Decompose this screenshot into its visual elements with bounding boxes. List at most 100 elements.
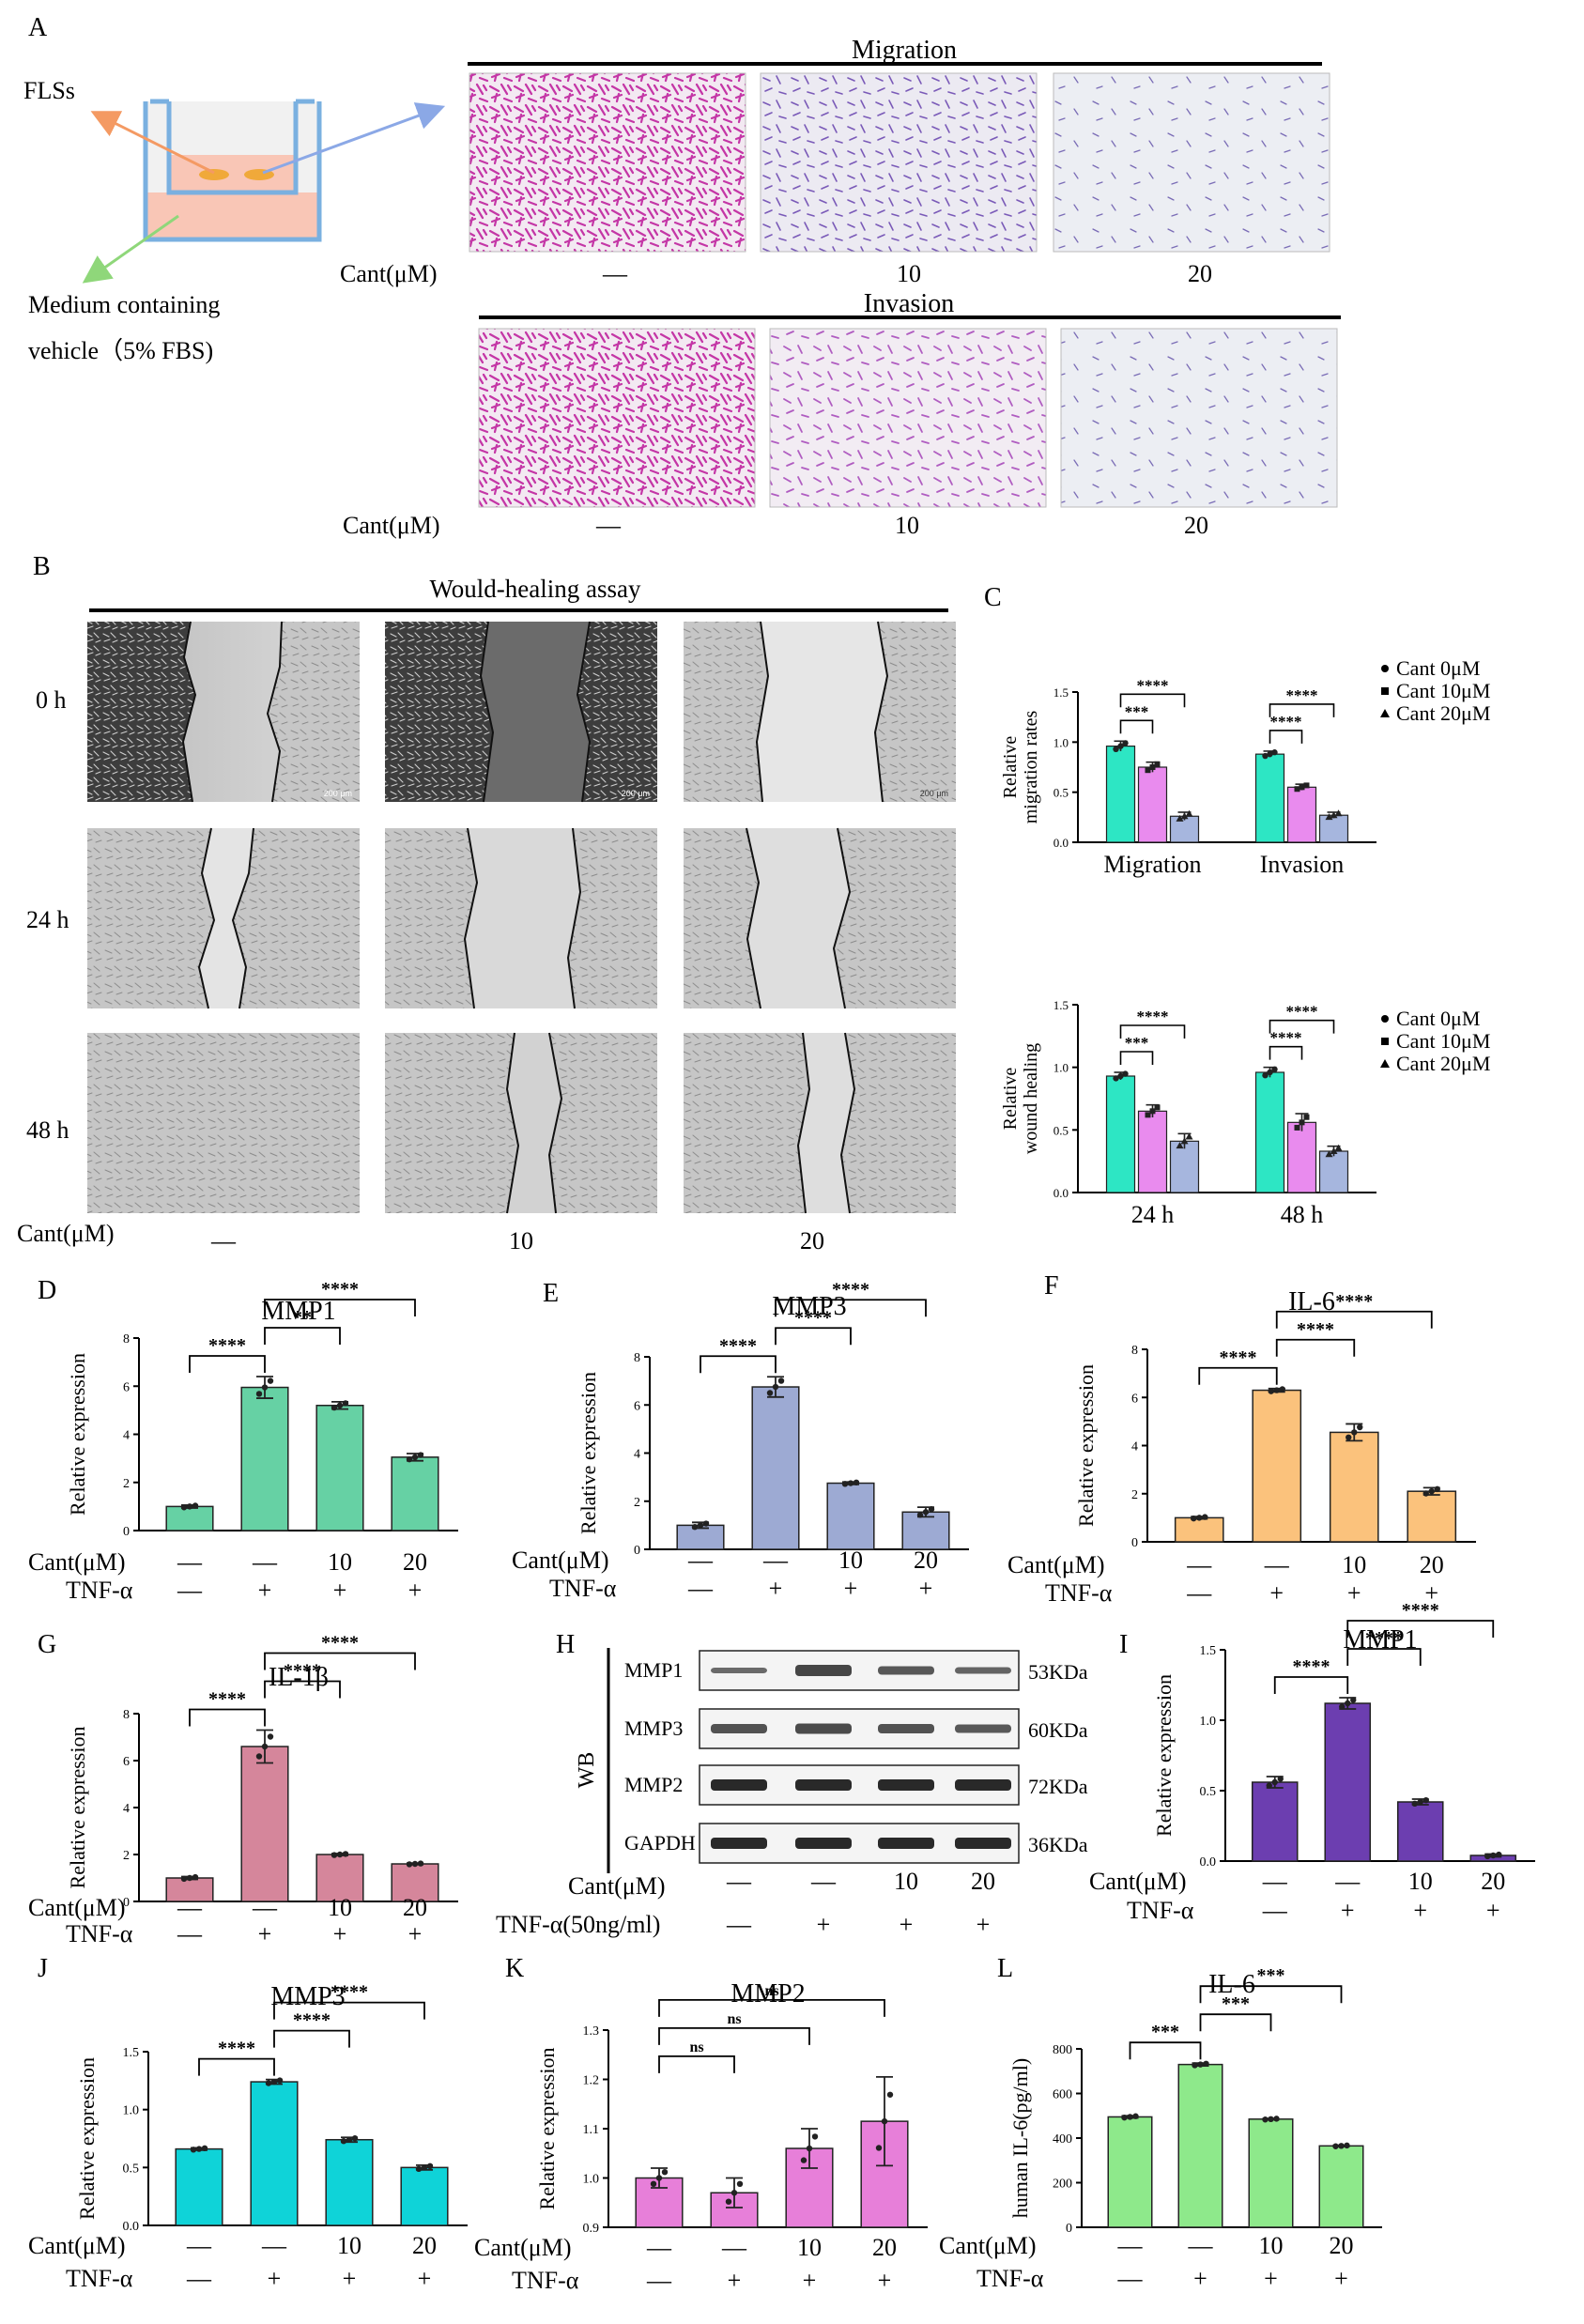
data-point	[1338, 2143, 1345, 2149]
panel-a: A FLSs Medium containing vehicle（5% FBS)…	[23, 13, 1341, 539]
band-size-label: 60KDa	[1028, 1718, 1088, 1742]
tnf-value: —	[1262, 1897, 1288, 1924]
bar	[1329, 1431, 1379, 1543]
data-point	[811, 2133, 819, 2140]
bar	[250, 2081, 299, 2226]
y-tick-label: 2	[123, 1849, 130, 1863]
significance-label: ****	[1293, 1656, 1330, 1677]
chart-k: K MMP2 Relative expression 0.9 1.0 1.1 1.2 1.3 n…	[474, 1954, 928, 2294]
data-point	[261, 1743, 269, 1750]
panel-letter-f: F	[1044, 1271, 1059, 1301]
data-point	[1277, 1776, 1284, 1782]
data-point	[1428, 1487, 1435, 1495]
cant-value: —	[1117, 2232, 1144, 2259]
fls-cell	[199, 169, 229, 180]
chart-title: MMP3	[270, 1982, 345, 2011]
data-point	[1197, 2061, 1204, 2068]
significance-bracket	[1269, 1045, 1303, 1060]
y-tick-label: 0.5	[1200, 1785, 1217, 1799]
significance-label: ns	[764, 1983, 778, 1999]
cant-label: Cant(μM)	[512, 1547, 608, 1574]
data-point	[346, 2136, 353, 2143]
wound-healing-title: Would-healing assay	[429, 575, 641, 603]
bar	[1318, 1150, 1349, 1193]
micrograph-invasion-10	[769, 328, 1047, 508]
data-point	[1339, 1703, 1346, 1710]
y-tick-label: 0.5	[1053, 1123, 1069, 1137]
bar	[1252, 1389, 1302, 1543]
data-point	[421, 2164, 428, 2171]
invasion-title: Invasion	[864, 289, 954, 318]
blot-strips: MMP1 53KDa MMP3 60KDa MMP2 72KDa GAPDH 36KDa — — —…	[624, 1650, 1088, 1938]
data-point	[1294, 786, 1300, 793]
band-size-label: 53KDa	[1028, 1660, 1088, 1684]
significance-bracket	[273, 2029, 350, 2048]
data-point	[1434, 1485, 1440, 1493]
data-point	[1484, 1853, 1491, 1860]
significance-label: ****	[208, 1335, 246, 1356]
bar	[1396, 1801, 1444, 1862]
time-label-0h: 0 h	[36, 686, 67, 714]
chart-title: MMP1	[261, 1297, 335, 1326]
panel-letter-d: D	[38, 1276, 56, 1305]
data-point	[875, 2145, 883, 2151]
panel-b: B Would-healing assay 0 h 24 h 48 h 200 …	[17, 552, 956, 1254]
data-point	[841, 1481, 849, 1487]
tnf-value: +	[333, 1920, 347, 1947]
data-point	[1350, 1697, 1357, 1703]
data-point	[1279, 1386, 1285, 1393]
bar	[1107, 2116, 1153, 2228]
cant-value: —	[177, 1894, 203, 1921]
significance-label: ****	[832, 1279, 869, 1300]
data-point	[1122, 1070, 1129, 1077]
data-point	[1351, 1429, 1358, 1436]
data-point	[1185, 809, 1193, 817]
bar	[175, 2147, 223, 2226]
panel-letter-b: B	[33, 552, 51, 581]
data-point	[1113, 1075, 1119, 1082]
significance-bracket	[658, 2026, 810, 2045]
wb-tnf-value: —	[726, 1911, 752, 1938]
significance-label: ****	[321, 1279, 359, 1300]
cant-value: —	[252, 1894, 278, 1921]
y-tick-label: 8	[1131, 1344, 1138, 1358]
data-point	[1154, 1104, 1161, 1111]
bar	[826, 1482, 875, 1550]
significance-bracket	[1275, 1310, 1433, 1329]
tnf-label: TNF-α	[66, 2265, 133, 2292]
time-label-24h: 24 h	[26, 906, 69, 933]
cant-value: 20	[1330, 2232, 1354, 2259]
tnf-value: —	[1186, 1579, 1212, 1607]
data-point	[1411, 1800, 1418, 1808]
y-tick-label: 1.1	[583, 2123, 600, 2137]
y-tick-label: 0.9	[583, 2222, 600, 2236]
data-point	[1299, 1119, 1305, 1126]
legend-marker	[1380, 709, 1390, 717]
wb-tnf-value: +	[817, 1911, 831, 1938]
significance-bracket	[1273, 1676, 1349, 1694]
y-tick-label: 8	[123, 1332, 130, 1347]
data-point	[1268, 1388, 1274, 1394]
data-point	[1180, 1137, 1189, 1145]
data-point	[1202, 1514, 1208, 1520]
cant-value: —	[1186, 1551, 1212, 1578]
tnf-value: +	[268, 2265, 282, 2292]
y-tick-label: 2	[1131, 1488, 1138, 1502]
y-tick-label: 6	[1131, 1392, 1138, 1406]
significance-label: ****	[1297, 1319, 1334, 1340]
y-axis-label: Relative expression	[1074, 1364, 1098, 1527]
bar	[240, 1746, 289, 1902]
wound-image-0h-20: 200 μm	[684, 621, 956, 803]
significance-bracket	[264, 1327, 341, 1345]
data-point	[772, 1383, 779, 1391]
y-tick-label: 1.0	[123, 2104, 140, 2118]
y-tick-label: 2	[634, 1496, 640, 1510]
y-tick-label: 0.0	[1053, 836, 1069, 850]
data-point	[195, 2146, 203, 2152]
cant-value: —	[252, 1548, 278, 1576]
medium-label-line1: Medium containing	[28, 291, 220, 318]
significance-bracket	[264, 1652, 416, 1670]
significance-bracket	[189, 1708, 266, 1727]
cant-value: —	[762, 1547, 789, 1574]
panel-letter-c: C	[984, 583, 1002, 612]
